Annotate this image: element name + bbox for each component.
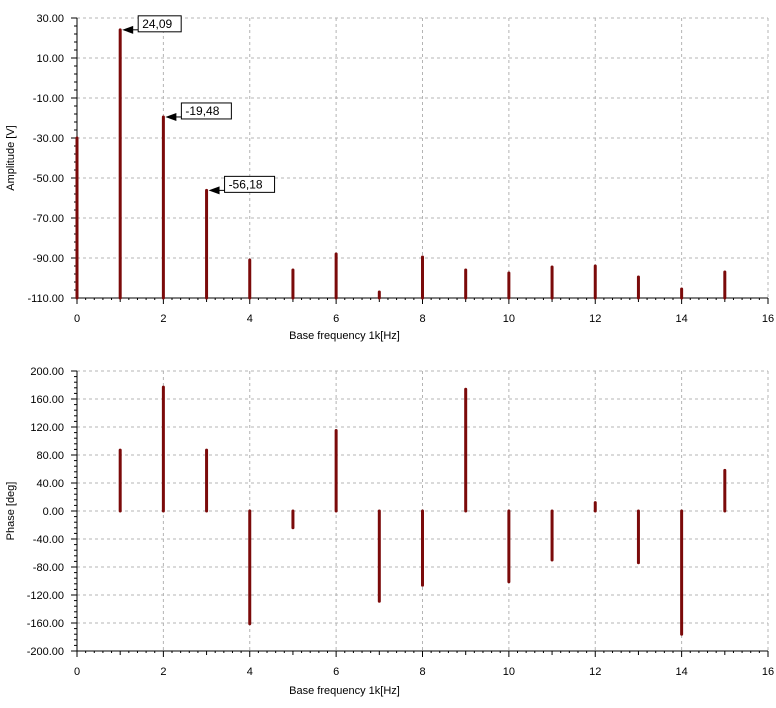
annotation-label: -56,18: [229, 177, 263, 191]
x-axis-title: Base frequency 1k[Hz]: [289, 330, 400, 342]
y-tick-label: 0.00: [43, 506, 64, 518]
x-tick-label: 6: [333, 666, 339, 678]
x-tick-label: 4: [247, 666, 253, 678]
x-tick-label: 8: [419, 313, 425, 325]
y-tick-label: 200.00: [30, 366, 64, 378]
y-tick-label: -30.00: [33, 133, 64, 145]
x-tick-label: 10: [503, 313, 515, 325]
annotation-box: [224, 175, 276, 193]
y-tick-label: 80.00: [36, 450, 64, 462]
x-tick-label: 4: [247, 313, 253, 325]
x-tick-label: 12: [589, 666, 601, 678]
annotation-label: -19,48: [185, 104, 219, 118]
x-tick-label: 14: [676, 313, 688, 325]
y-tick-label: -110.00: [28, 293, 65, 305]
y-tick-label: -50.00: [33, 173, 64, 185]
y-tick-label: -10.00: [33, 93, 64, 105]
y-tick-label: 10.00: [36, 53, 64, 65]
x-tick-label: 14: [676, 666, 688, 678]
y-tick-label: -160.00: [27, 618, 64, 630]
annotation-arrow: [122, 25, 134, 34]
x-tick-label: 12: [589, 313, 601, 325]
y-axis-title: Phase [deg]: [5, 482, 17, 541]
amplitude-chart: 0 2 4 6 8 10 12 14 16 30.00 10.00 -10.00 -30.00 -50.0…: [5, 13, 774, 342]
y-tick-label: -40.00: [33, 534, 64, 546]
y-tick-label: -70.00: [33, 213, 64, 225]
annotation-arrow: [165, 112, 177, 121]
x-tick-label: 0: [74, 313, 80, 325]
x-tick-label: 0: [74, 666, 80, 678]
y-axis-title: Amplitude [V]: [5, 125, 17, 190]
x-tick-label: 8: [419, 666, 425, 678]
annotation-arrow: [208, 186, 220, 195]
y-tick-label: -200.00: [27, 646, 64, 658]
x-tick-label: 16: [762, 666, 774, 678]
x-axis-title: Base frequency 1k[Hz]: [289, 685, 400, 697]
phase-chart: 0 2 4 6 8 10 12 14 16 200.00 160.00 120.00 80.00 40.0…: [5, 366, 774, 697]
x-tick-label: 2: [160, 313, 166, 325]
y-tick-label: -120.00: [27, 590, 64, 602]
annotation-box: [137, 15, 182, 33]
y-tick-label: -90.00: [33, 253, 64, 265]
y-tick-label: 160.00: [30, 394, 64, 406]
x-tick-label: 10: [503, 666, 515, 678]
annotation-label: 24,09: [142, 17, 172, 31]
y-tick-label: 30.00: [36, 13, 64, 25]
annotation-box: [180, 102, 232, 120]
x-tick-label: 2: [160, 666, 166, 678]
y-tick-label: -80.00: [33, 562, 64, 574]
y-tick-label: 40.00: [36, 478, 64, 490]
x-tick-label: 6: [333, 313, 339, 325]
x-tick-label: 16: [762, 313, 774, 325]
y-tick-label: 120.00: [30, 422, 64, 434]
